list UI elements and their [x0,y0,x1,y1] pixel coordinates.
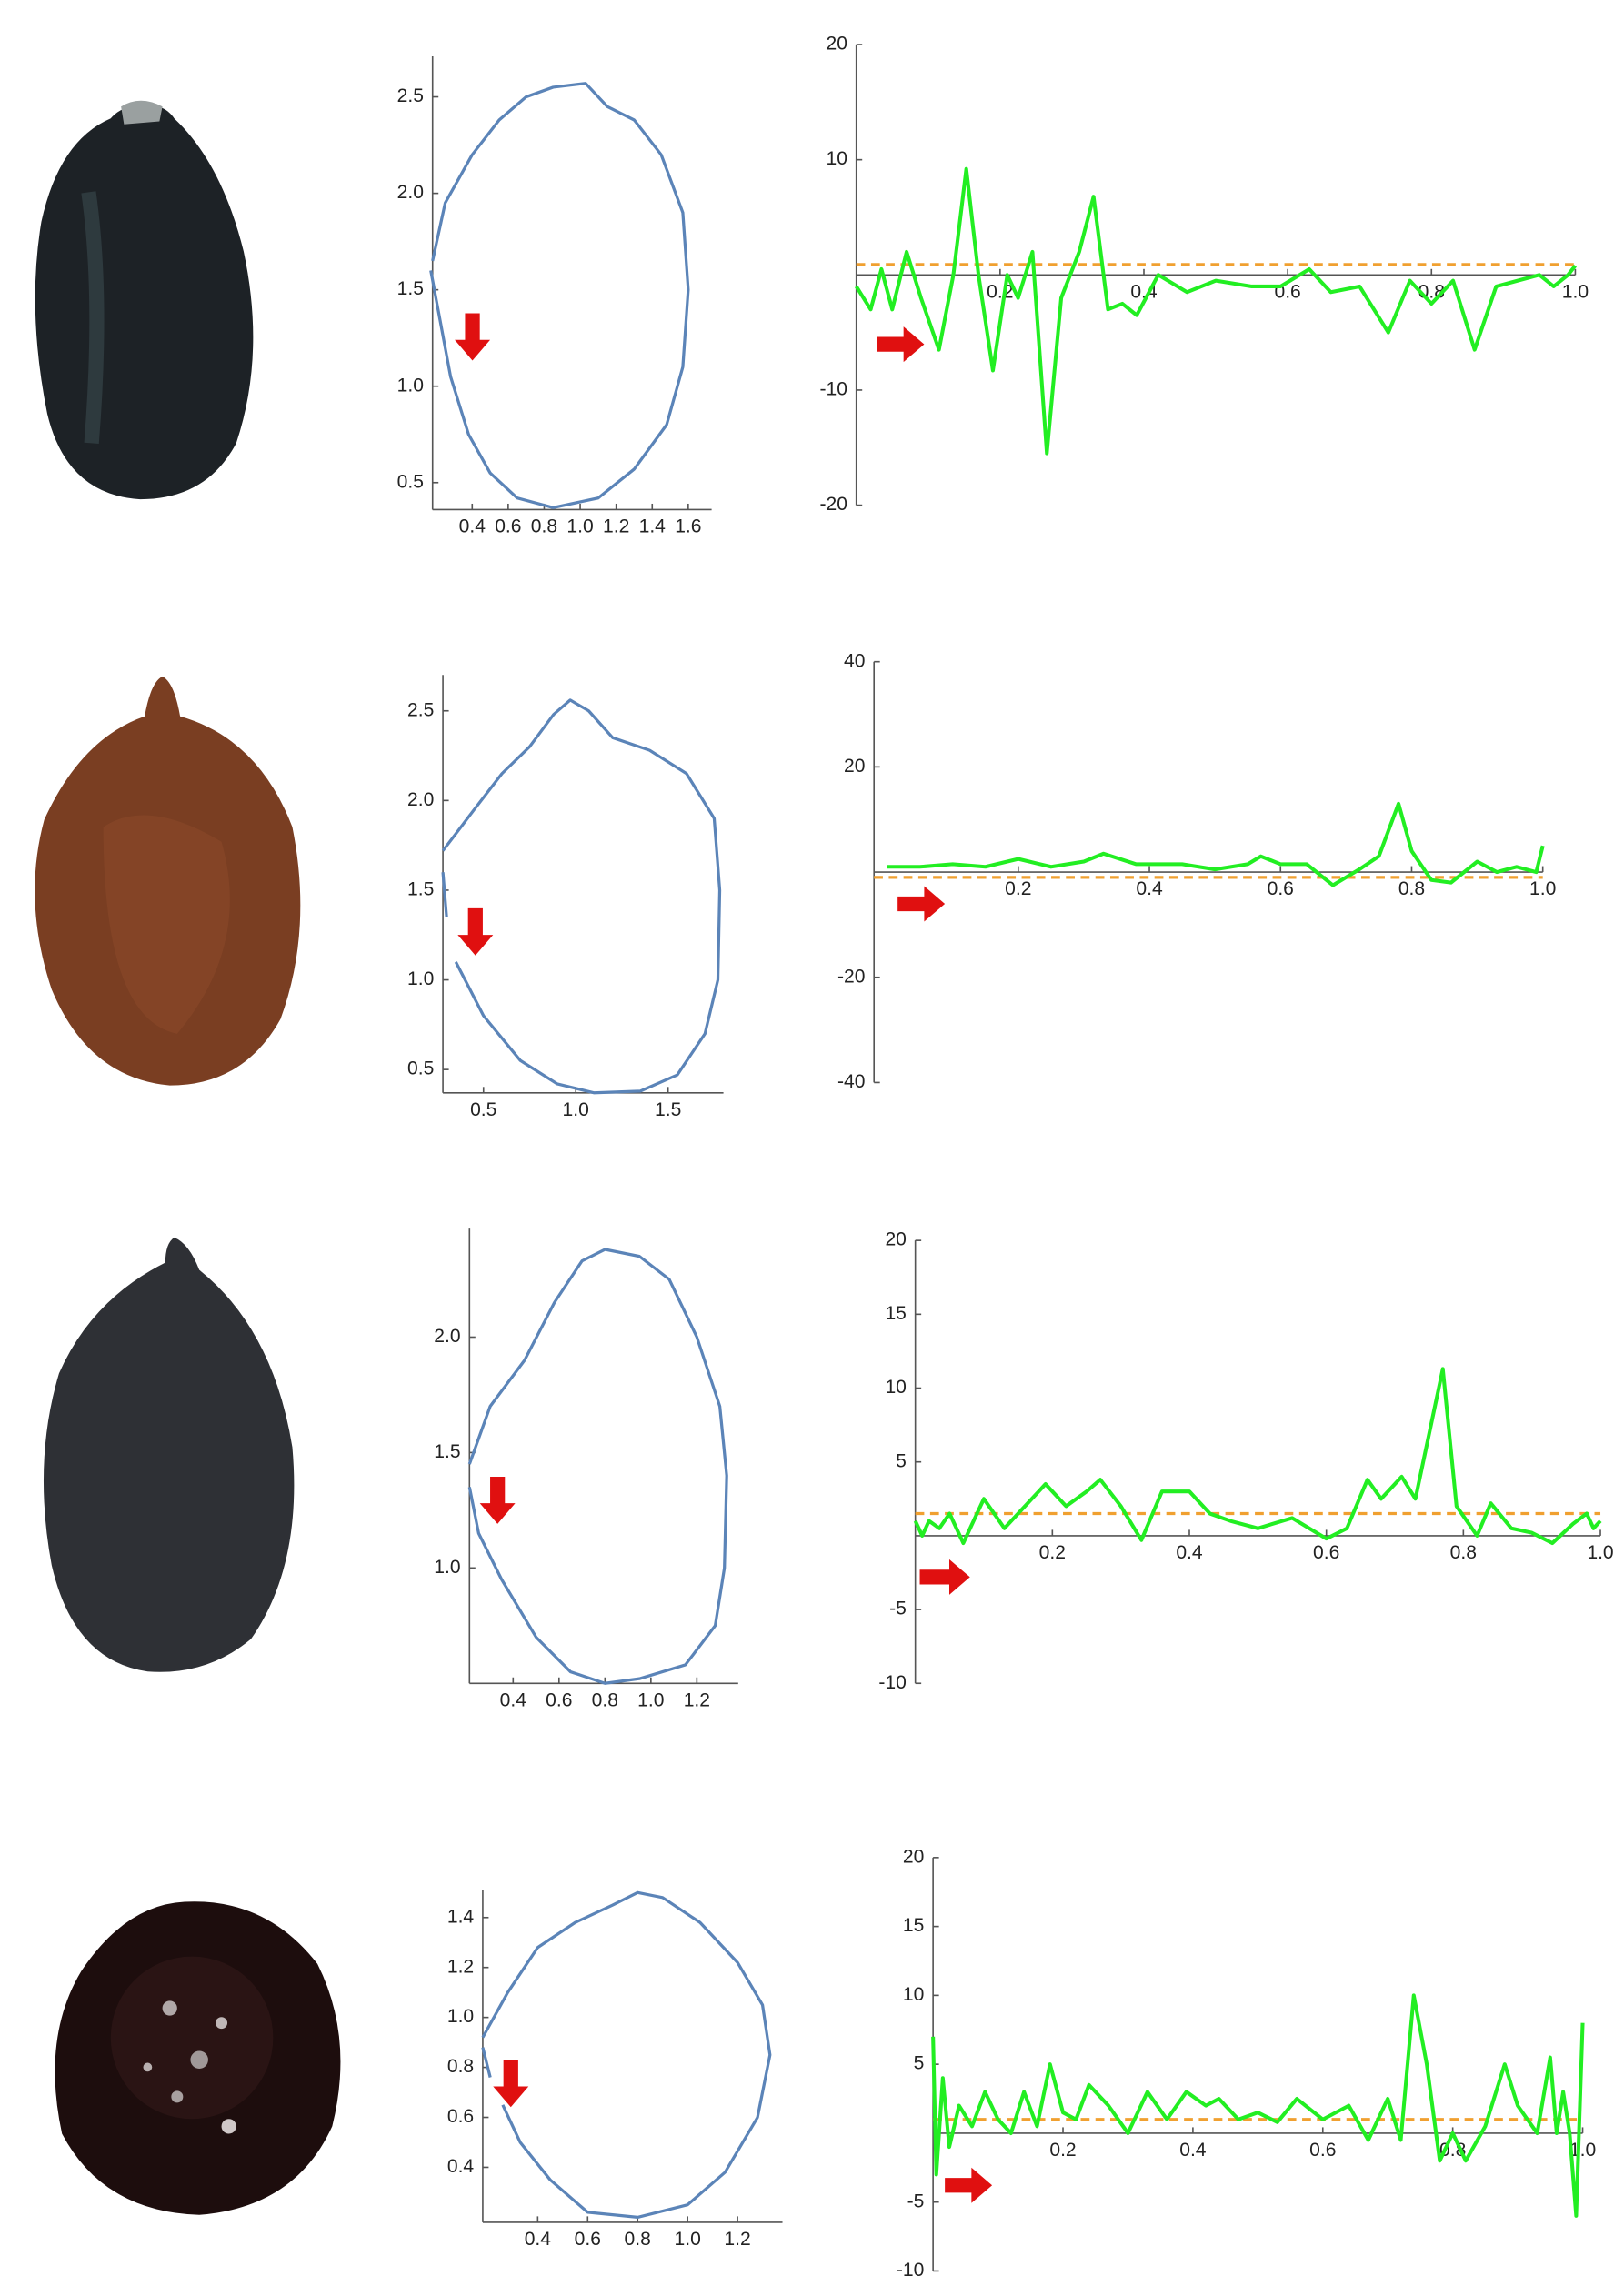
x-tick-label: 1.2 [684,1689,710,1710]
y-tick-label: 1.0 [434,1557,460,1578]
x-tick-label: 0.8 [625,2229,651,2250]
curvature-line [854,166,1578,456]
outline-curve [481,1890,772,2220]
arrow [455,313,993,2203]
y-tick-label: 2.0 [434,1326,460,1347]
y-tick-label: 20 [844,756,865,777]
x-tick-label: 1.6 [675,516,701,537]
curvature-line [887,801,1545,887]
x-tick-label: 0.4 [500,1689,527,1710]
outline-curve [429,82,690,509]
x-tick-label: 0.6 [546,1689,572,1710]
y-tick-label: 0.5 [397,471,424,492]
x-tick-label: 1.0 [566,516,593,537]
x-tick-label: 0.4 [1176,1542,1203,1563]
y-tick-label: 2.5 [407,699,434,720]
x-tick-label: 0.4 [525,2229,552,2250]
y-tick-label: 1.5 [397,278,424,299]
y-tick-label: 10 [826,148,847,169]
x-tick-label: 1.0 [674,2229,700,2250]
x-tick-label: 0.8 [531,516,557,537]
y-tick-label: 0.5 [407,1058,434,1079]
outline-curve [441,698,722,1095]
seed-photo [35,100,254,500]
x-tick-label: 0.6 [1268,878,1294,899]
y-tick-label: 1.2 [447,1956,474,1977]
x-tick-label: 0.6 [1274,281,1300,302]
x-tick-label: 0.4 [1136,878,1163,899]
x-tick-label: 0.8 [1398,878,1425,899]
y-tick-label: 10 [885,1377,906,1398]
y-tick-label: 0.4 [447,2156,475,2177]
y-tick-label: 2.0 [407,789,434,810]
x-tick-label: 1.5 [655,1099,681,1120]
x-tick-label: 0.5 [470,1099,496,1120]
x-tick-label: 1.0 [637,1689,664,1710]
y-tick-label: 2.0 [397,182,424,203]
y-tick-label: -40 [837,1071,866,1092]
y-tick-label: -10 [819,379,847,400]
seed-photo [55,1901,341,2215]
x-tick-label: 1.0 [1587,1542,1613,1563]
y-tick-label: 5 [914,2053,925,2074]
x-tick-label: 1.2 [724,2229,750,2250]
y-tick-label: 20 [826,34,847,55]
y-tick-label: 1.0 [407,968,434,989]
x-tick-label: 1.0 [1529,878,1556,899]
x-tick-label: 0.2 [1005,878,1031,899]
x-tick-label: 0.8 [1450,1542,1477,1563]
curvature-line [913,1367,1602,1546]
y-tick-label: -20 [819,494,847,515]
x-tick-label: 0.6 [495,516,521,537]
y-tick-label: 20 [885,1229,906,1250]
x-tick-label: 1.0 [563,1099,589,1120]
y-tick-label: 15 [885,1303,906,1324]
y-tick-label: 0.6 [447,2106,474,2127]
outline-curve [467,1248,728,1685]
curvature-line [931,1993,1585,2218]
y-tick-label: 1.4 [447,1906,475,1927]
x-tick-label: 0.4 [459,516,486,537]
y-tick-label: 1.5 [407,879,434,900]
y-tick-label: 2.5 [397,85,424,106]
x-tick-label: 0.6 [575,2229,601,2250]
seed-photo [43,1237,295,1672]
y-tick-label: 0.8 [447,2056,474,2077]
x-tick-label: 0.2 [987,281,1013,302]
y-tick-label: -5 [889,1599,907,1619]
x-tick-label: 0.4 [1179,2140,1207,2161]
y-tick-label: -10 [878,1672,906,1693]
y-tick-label: 5 [896,1450,907,1471]
y-tick-label: -10 [897,2260,924,2281]
x-tick-label: 1.2 [603,516,629,537]
y-tick-label: 10 [903,1984,924,2005]
x-tick-label: 0.2 [1039,1542,1066,1563]
y-tick-label: 15 [903,1915,924,1936]
y-tick-label: 20 [903,1846,924,1867]
y-tick-label: 1.0 [447,2006,474,2027]
y-tick-label: 1.0 [397,375,424,396]
x-tick-label: 0.6 [1313,1542,1339,1563]
y-tick-label: 1.5 [434,1441,460,1462]
seed-photo [35,676,301,1086]
x-tick-label: 0.8 [592,1689,618,1710]
y-tick-label: 40 [844,650,865,671]
x-tick-label: 1.4 [639,516,667,537]
x-tick-label: 0.6 [1309,2140,1336,2161]
x-tick-label: 1.0 [1562,281,1589,302]
y-tick-label: -20 [837,966,866,987]
x-tick-label: 1.0 [1569,2140,1596,2161]
y-tick-label: -5 [907,2191,925,2211]
x-tick-label: 0.2 [1049,2140,1076,2161]
